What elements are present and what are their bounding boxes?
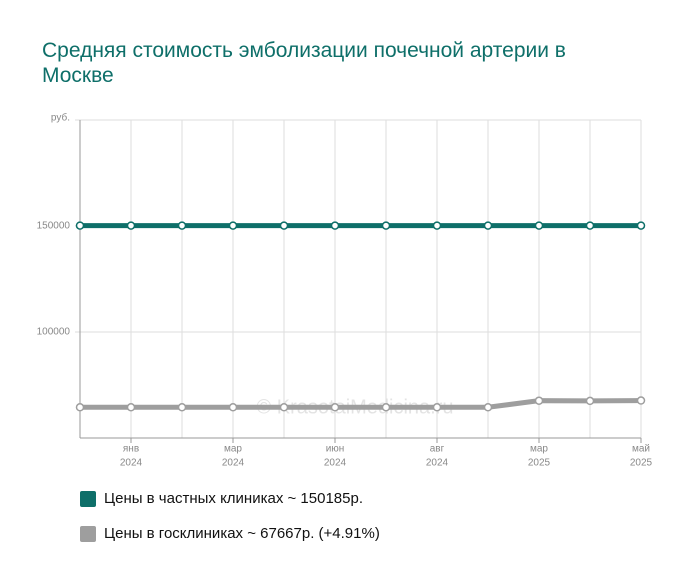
x-tick-label: янв <box>123 444 139 455</box>
y-tick-label: 150000 <box>37 221 71 232</box>
point <box>483 403 493 412</box>
x-tick-label: мар <box>530 444 548 455</box>
x-tick-label: мар <box>224 444 242 455</box>
x-tick-label: 2025 <box>528 458 551 469</box>
point <box>381 221 391 230</box>
x-tick-label: авг <box>430 444 445 455</box>
point <box>432 221 442 230</box>
point <box>381 403 391 412</box>
x-tick-label: май <box>632 444 650 455</box>
x-tick-label: 2024 <box>324 458 347 469</box>
point <box>585 221 595 230</box>
y-tick-label: 100000 <box>37 327 71 338</box>
legend-item: Цены в частных клиниках ~ 150185р. <box>80 490 363 507</box>
legend-label: Цены в частных клиниках ~ 150185р. <box>104 490 363 507</box>
x-tick-label: 2024 <box>222 458 245 469</box>
point <box>330 221 340 230</box>
chart: янв 2024 мар 2024 июн 2024 авг 2024 мар 2025 май 20… <box>37 112 653 469</box>
legend-swatch <box>80 490 96 507</box>
point <box>330 403 340 412</box>
point <box>279 221 289 230</box>
point <box>636 396 646 405</box>
x-tick-label: 2025 <box>630 458 653 469</box>
point <box>75 221 85 230</box>
point <box>432 403 442 412</box>
point <box>483 221 493 230</box>
point <box>228 221 238 230</box>
x-tick-label: июн <box>326 444 345 455</box>
legend-swatch <box>80 525 96 542</box>
x-tick-label: 2024 <box>120 458 143 469</box>
point <box>126 221 136 230</box>
chart-title: Средняя стоимость эмболизации почечной а… <box>42 39 566 87</box>
point <box>534 396 544 405</box>
point <box>126 403 136 412</box>
x-tick-label: 2024 <box>426 458 449 469</box>
point <box>585 396 595 406</box>
point <box>177 403 187 412</box>
legend-label: Цены в госклиниках ~ 67667р. (+4.91%) <box>104 525 380 542</box>
point <box>228 403 238 412</box>
y-tick-label: руб. <box>51 112 70 124</box>
point <box>279 403 289 412</box>
point <box>177 221 187 230</box>
point <box>534 221 544 230</box>
legend-item: Цены в госклиниках ~ 67667р. (+4.91%) <box>80 525 380 542</box>
point <box>75 403 85 412</box>
point <box>636 221 646 230</box>
line <box>80 398 642 410</box>
